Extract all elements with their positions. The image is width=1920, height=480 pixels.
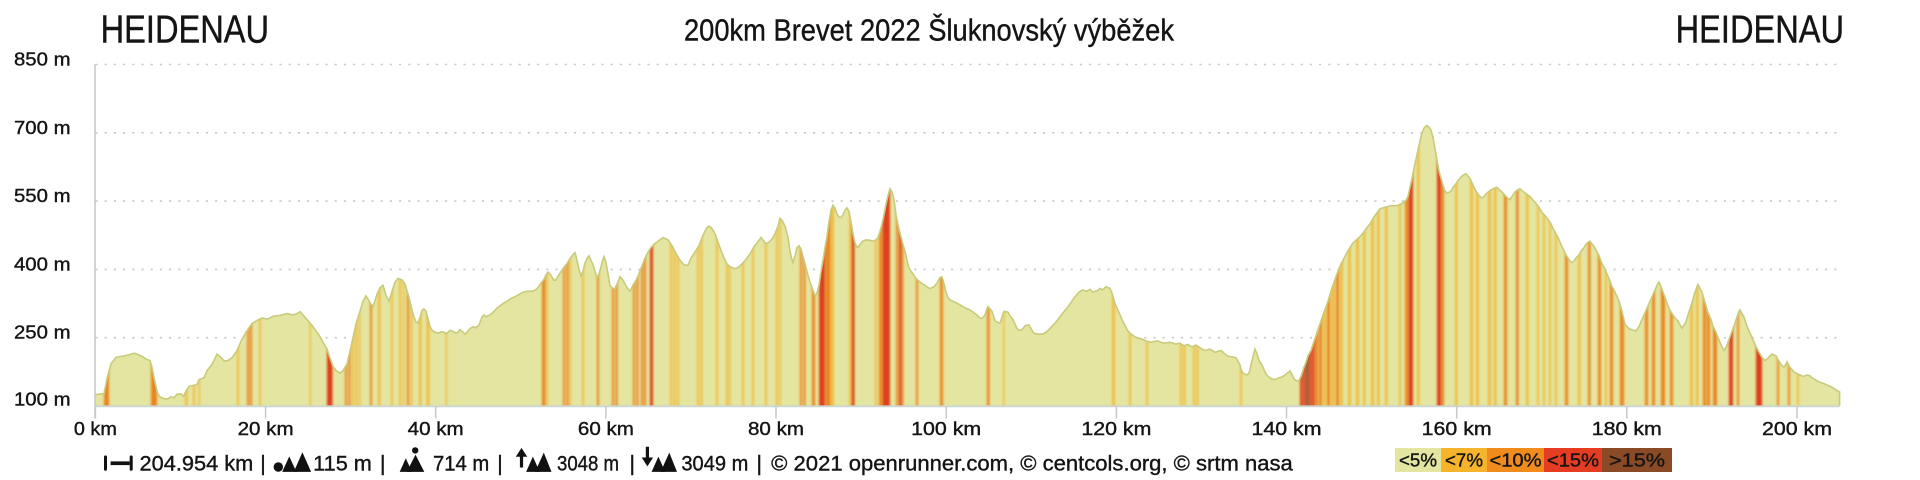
svg-text:60 km: 60 km	[578, 419, 634, 439]
svg-text:© 2021 openrunner.com, © centc: © 2021 openrunner.com, © centcols.org, ©…	[771, 453, 1293, 476]
svg-text:<7%: <7%	[1445, 450, 1483, 471]
svg-text:250 m: 250 m	[14, 323, 71, 343]
svg-text:<15%: <15%	[1547, 450, 1599, 471]
svg-text:700 m: 700 m	[14, 118, 71, 138]
svg-text:120 km: 120 km	[1081, 419, 1151, 439]
svg-text:200 km: 200 km	[1762, 419, 1832, 439]
svg-text:20 km: 20 km	[238, 419, 294, 439]
svg-text:|: |	[497, 453, 502, 476]
svg-text:714 m: 714 m	[433, 453, 489, 476]
svg-text:180 km: 180 km	[1592, 419, 1662, 439]
svg-text:204.954 km: 204.954 km	[140, 453, 254, 476]
svg-text:|: |	[260, 453, 265, 476]
svg-text:160 km: 160 km	[1422, 419, 1492, 439]
svg-text:0 km: 0 km	[74, 419, 117, 439]
svg-text:850 m: 850 m	[14, 50, 71, 70]
svg-text:200km Brevet 2022 Šluknovský v: 200km Brevet 2022 Šluknovský výběžek	[684, 13, 1174, 48]
svg-text:<5%: <5%	[1399, 450, 1437, 471]
svg-text:|: |	[380, 453, 385, 476]
svg-text:100 km: 100 km	[911, 419, 981, 439]
svg-text:3049 m: 3049 m	[681, 453, 748, 476]
svg-text:HEIDENAU: HEIDENAU	[1676, 9, 1845, 52]
svg-text:140 km: 140 km	[1252, 419, 1322, 439]
svg-text:3048 m: 3048 m	[557, 453, 619, 476]
svg-text:>15%: >15%	[1609, 450, 1665, 471]
svg-text:HEIDENAU: HEIDENAU	[101, 9, 270, 52]
svg-text:115 m: 115 m	[313, 453, 372, 476]
svg-text:|: |	[756, 453, 761, 476]
svg-text:550 m: 550 m	[14, 186, 71, 206]
svg-text:80 km: 80 km	[748, 419, 804, 439]
svg-text:<10%: <10%	[1490, 450, 1542, 471]
svg-text:400 m: 400 m	[14, 254, 71, 274]
svg-text:|: |	[629, 453, 634, 476]
svg-text:40 km: 40 km	[408, 419, 464, 439]
svg-text:100 m: 100 m	[14, 390, 71, 410]
